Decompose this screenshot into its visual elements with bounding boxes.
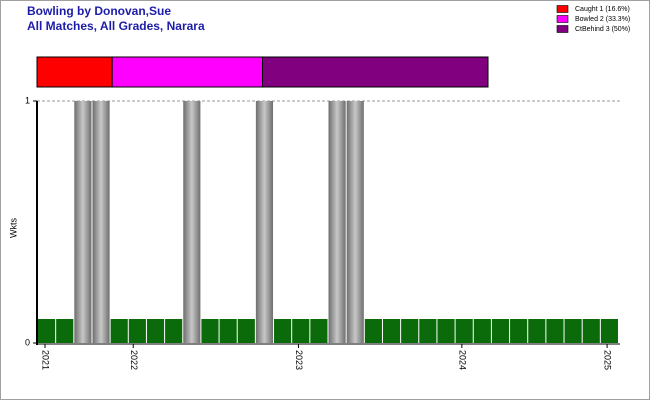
bar bbox=[237, 319, 255, 343]
x-tick-label: 2021 bbox=[41, 350, 51, 370]
bar bbox=[346, 101, 364, 343]
x-tick-label: 2025 bbox=[603, 350, 613, 370]
bar bbox=[437, 319, 455, 343]
bar bbox=[128, 319, 146, 343]
y-tick-label: 1 bbox=[25, 95, 30, 105]
bar bbox=[364, 319, 382, 343]
x-tick-label: 2022 bbox=[129, 350, 139, 370]
bar bbox=[292, 319, 310, 343]
legend-swatch bbox=[556, 15, 569, 23]
bar bbox=[510, 319, 528, 343]
bar bbox=[183, 101, 201, 343]
dismissal-segment bbox=[36, 56, 113, 88]
bar bbox=[110, 319, 128, 343]
bar bbox=[546, 319, 564, 343]
x-tick-label: 2023 bbox=[294, 350, 304, 370]
bar bbox=[401, 319, 419, 343]
bar bbox=[582, 319, 600, 343]
bar bbox=[310, 319, 328, 343]
legend-label: Bowled 2 (33.3%) bbox=[575, 16, 630, 23]
bar bbox=[528, 319, 546, 343]
bar bbox=[419, 319, 437, 343]
bar bbox=[56, 319, 74, 343]
y-axis-label: Wkts bbox=[8, 218, 18, 238]
bar bbox=[274, 319, 292, 343]
legend-label: Caught 1 (16.6%) bbox=[575, 6, 630, 13]
y-tick-label: 0 bbox=[25, 337, 30, 347]
chart-title: Bowling by Donovan,Sue bbox=[27, 4, 171, 18]
dismissal-segment bbox=[111, 56, 263, 88]
bar bbox=[473, 319, 491, 343]
bar bbox=[255, 101, 274, 343]
bar bbox=[328, 101, 346, 343]
bar bbox=[201, 319, 219, 343]
dismissal-segment bbox=[262, 56, 489, 88]
chart-subtitle: All Matches, All Grades, Narara bbox=[27, 19, 205, 33]
bar bbox=[74, 101, 92, 343]
x-tick-label: 2024 bbox=[457, 350, 467, 370]
bar bbox=[92, 101, 110, 343]
bar bbox=[38, 319, 56, 343]
legend-swatch bbox=[556, 25, 569, 33]
legend-swatch bbox=[556, 5, 569, 13]
bar bbox=[165, 319, 183, 343]
bar bbox=[491, 319, 510, 343]
bar bbox=[455, 319, 473, 343]
bar bbox=[382, 319, 401, 343]
bar bbox=[600, 319, 618, 343]
bar bbox=[219, 319, 237, 343]
bar bbox=[146, 319, 165, 343]
legend-label: CtBehind 3 (50%) bbox=[575, 26, 630, 33]
bar bbox=[564, 319, 582, 343]
